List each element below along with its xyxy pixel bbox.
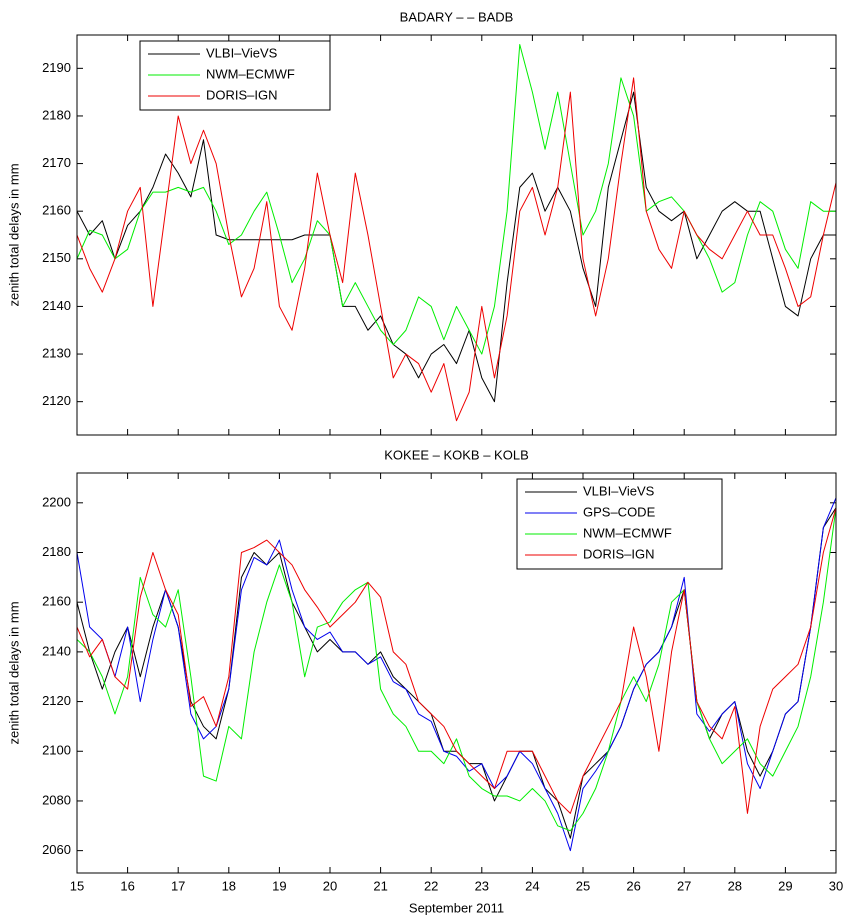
x-tick-label: 23: [475, 878, 489, 893]
legend-label: VLBI–VieVS: [583, 483, 655, 498]
x-tick-label: 28: [728, 878, 742, 893]
y-tick-label: 2180: [42, 544, 71, 559]
y-tick-label: 2140: [42, 643, 71, 658]
legend-label: NWM–ECMWF: [583, 525, 672, 540]
x-tick-label: 15: [70, 878, 84, 893]
chart-title: BADARY – – BADB: [400, 9, 514, 24]
y-tick-label: 2160: [42, 594, 71, 609]
data-line: [77, 507, 836, 814]
x-tick-label: 19: [272, 878, 286, 893]
legend-label: VLBI–VieVS: [206, 45, 278, 60]
x-tick-label: 17: [171, 878, 185, 893]
y-tick-label: 2140: [42, 298, 71, 313]
x-tick-label: 26: [626, 878, 640, 893]
legend-label: DORIS–IGN: [583, 546, 655, 561]
data-line: [77, 91, 836, 403]
y-tick-label: 2060: [42, 842, 71, 857]
x-tick-label: 24: [525, 878, 539, 893]
x-tick-label: 16: [120, 878, 134, 893]
y-tick-label: 2130: [42, 345, 71, 360]
plot-area: [77, 44, 836, 422]
y-tick-label: 2160: [42, 203, 71, 218]
y-tick-label: 2120: [42, 693, 71, 708]
data-line: [77, 497, 836, 852]
y-tick-label: 2170: [42, 155, 71, 170]
x-tick-label: 29: [778, 878, 792, 893]
x-tick-label: 18: [222, 878, 236, 893]
data-line: [77, 507, 836, 832]
y-tick-label: 2190: [42, 60, 71, 75]
panel: BADARY – – BADB zenith total delays in mm…: [6, 9, 837, 436]
data-line: [77, 44, 836, 355]
panel: KOKEE – KOKB – KOLB zenith total delays i…: [6, 447, 843, 915]
x-axis-label: September 2011: [409, 900, 504, 915]
plot-area: [77, 497, 836, 852]
data-line: [77, 77, 836, 422]
legend-label: GPS–CODE: [583, 504, 656, 519]
x-tick-label: 27: [677, 878, 691, 893]
y-tick-label: 2100: [42, 743, 71, 758]
x-tick-label: 25: [576, 878, 590, 893]
legend-label: DORIS–IGN: [206, 87, 278, 102]
chart-title: KOKEE – KOKB – KOLB: [384, 447, 529, 462]
x-tick-label: 20: [323, 878, 337, 893]
y-tick-label: 2180: [42, 107, 71, 122]
x-tick-label: 30: [829, 878, 843, 893]
legend-box: [516, 478, 723, 570]
y-tick-label: 2080: [42, 792, 71, 807]
y-axis-label: zenith total delays in mm: [6, 163, 21, 306]
x-tick-label: 22: [424, 878, 438, 893]
y-tick-label: 2150: [42, 250, 71, 265]
axes-frame: [76, 472, 837, 874]
legend-label: NWM–ECMWF: [206, 66, 295, 81]
axes-frame: [76, 34, 837, 436]
y-axis-label: zenith total delays in mm: [6, 601, 21, 744]
y-tick-label: 2200: [42, 494, 71, 509]
x-tick-label: 21: [373, 878, 387, 893]
y-tick-label: 2120: [42, 393, 71, 408]
